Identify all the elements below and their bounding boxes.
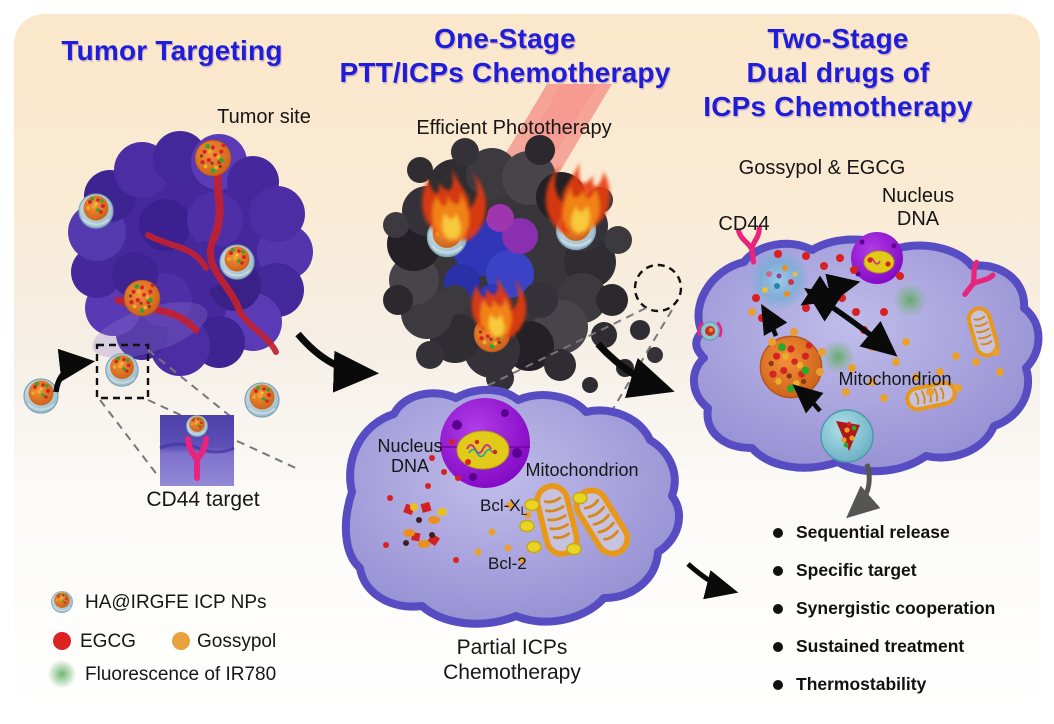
nucleus3-label-line1: Nucleus bbox=[881, 185, 955, 207]
zoom-connector-lines bbox=[99, 349, 301, 477]
cd44-receptor-icon bbox=[185, 436, 209, 481]
list-item: Sustained treatment bbox=[773, 636, 995, 657]
legend-egcg-icon bbox=[53, 632, 71, 650]
burnt-tumor-mass bbox=[383, 135, 663, 393]
list-item: Thermostability bbox=[773, 674, 995, 695]
legend-item-fluorescence: Fluorescence of IR780 bbox=[85, 664, 276, 686]
egcg-dots bbox=[383, 439, 471, 563]
legend-item-nanoparticle: HA@IRGFE ICP NPs bbox=[85, 592, 267, 614]
intracellular-arrows bbox=[761, 273, 898, 414]
panel2-title-line2: PTT/ICPs Chemotherapy bbox=[339, 57, 671, 88]
zoom-circle-dashed bbox=[633, 263, 683, 313]
legend-label: HA@IRGFE ICP NPs bbox=[85, 592, 267, 613]
nanoparticle-icon bbox=[219, 244, 255, 280]
gossypol-dots bbox=[748, 308, 1004, 402]
list-item: Sequential release bbox=[773, 522, 995, 543]
bclx-base: Bcl-X bbox=[480, 496, 521, 515]
phototherapy-label: Efficient Phototherapy bbox=[416, 117, 612, 139]
stage2-arrow bbox=[595, 341, 675, 398]
panel2-caption-line2: Chemotherapy bbox=[443, 661, 581, 684]
mitochondrion3-label: Mitochondrion bbox=[838, 369, 952, 389]
benefits-list: Sequential release Specific target Syner… bbox=[773, 522, 995, 712]
nucleus3-label-line2: DNA bbox=[896, 208, 940, 230]
benefit-label: Specific target bbox=[796, 560, 917, 580]
tumor-mass bbox=[68, 131, 313, 388]
panel1-title: Tumor Targeting bbox=[61, 35, 283, 66]
nucleus bbox=[851, 232, 903, 284]
ir780-fluorescence-icon bbox=[893, 283, 927, 317]
benefit-label: Thermostability bbox=[796, 674, 927, 694]
entering-vesicle bbox=[820, 409, 874, 463]
bclxl-label: Bcl-XL bbox=[480, 496, 528, 518]
mitochondrion-label: Mitochondrion bbox=[525, 460, 639, 480]
nanoparticle-icon bbox=[78, 193, 114, 229]
endocytosis-vesicle-left bbox=[697, 321, 723, 341]
legend-nanoparticle-icon bbox=[50, 590, 74, 614]
bullet-icon bbox=[773, 527, 783, 538]
legend-label: Fluorescence of IR780 bbox=[85, 664, 277, 685]
cd44-target-caption: CD44 target bbox=[146, 488, 260, 511]
bullet-icon bbox=[773, 603, 783, 614]
cell-to-benefits-arrow bbox=[686, 562, 739, 600]
dual-drug-cell bbox=[689, 228, 1043, 476]
free-nanoparticle-icon bbox=[244, 382, 280, 418]
benefit-label: Sustained treatment bbox=[796, 636, 965, 656]
panel3-title-line3: ICPs Chemotherapy bbox=[703, 91, 973, 122]
zoom-box-dashed bbox=[95, 343, 150, 400]
benefit-label: Sequential release bbox=[796, 522, 950, 542]
bclx-subscript: L bbox=[520, 504, 528, 518]
gossypol-dots bbox=[474, 501, 532, 564]
legend-item-gossypol: Gossypol bbox=[197, 631, 276, 653]
legend-label: EGCG bbox=[80, 631, 136, 652]
legend-fluorescence-icon bbox=[47, 659, 77, 689]
apoptotic-cell bbox=[341, 385, 684, 628]
degraded-nanoparticle-debris bbox=[403, 501, 447, 548]
legend-gossypol-icon bbox=[172, 632, 190, 650]
dissolving-nanoparticle bbox=[748, 249, 810, 311]
nanoparticle-icon bbox=[104, 352, 140, 388]
bcl2-label: Bcl-2 bbox=[488, 554, 527, 573]
bullet-icon bbox=[773, 565, 783, 576]
tumor-site-label: Tumor site bbox=[217, 106, 311, 128]
legend-label: Gossypol bbox=[197, 631, 277, 652]
stage1-arrow bbox=[295, 331, 380, 393]
free-nanoparticle-icon bbox=[23, 378, 59, 414]
panel2-title-line1: One-Stage bbox=[434, 23, 576, 54]
legend-item-egcg: EGCG bbox=[80, 631, 136, 653]
benefit-label: Synergistic cooperation bbox=[796, 598, 996, 618]
nanoparticle-icon bbox=[194, 139, 232, 177]
nucleus-label-line2: DNA bbox=[390, 456, 430, 476]
list-item: Synergistic cooperation bbox=[773, 598, 995, 619]
mitochondrion-organelle bbox=[519, 483, 633, 559]
nanoparticle-icon bbox=[185, 414, 209, 438]
nucleus-label-line1: Nucleus bbox=[377, 436, 443, 456]
panel3-title-line2: Dual drugs of bbox=[746, 57, 930, 88]
list-item: Specific target bbox=[773, 560, 995, 581]
nanoparticle-icon bbox=[123, 279, 161, 317]
targeting-arrow bbox=[53, 348, 96, 393]
cd44-label: CD44 bbox=[718, 213, 770, 235]
drugs-label: Gossypol & EGCG bbox=[738, 157, 906, 179]
nanoparticle-core-icon bbox=[759, 335, 823, 399]
bullet-icon bbox=[773, 679, 783, 690]
cd44-inset bbox=[159, 414, 235, 486]
panel3-title-line1: Two-Stage bbox=[767, 23, 909, 54]
panel2-caption-line1: Partial ICPs bbox=[456, 636, 568, 659]
vesicle-to-benefits-arrow bbox=[846, 463, 881, 519]
bullet-icon bbox=[773, 641, 783, 652]
nucleus bbox=[440, 398, 530, 488]
